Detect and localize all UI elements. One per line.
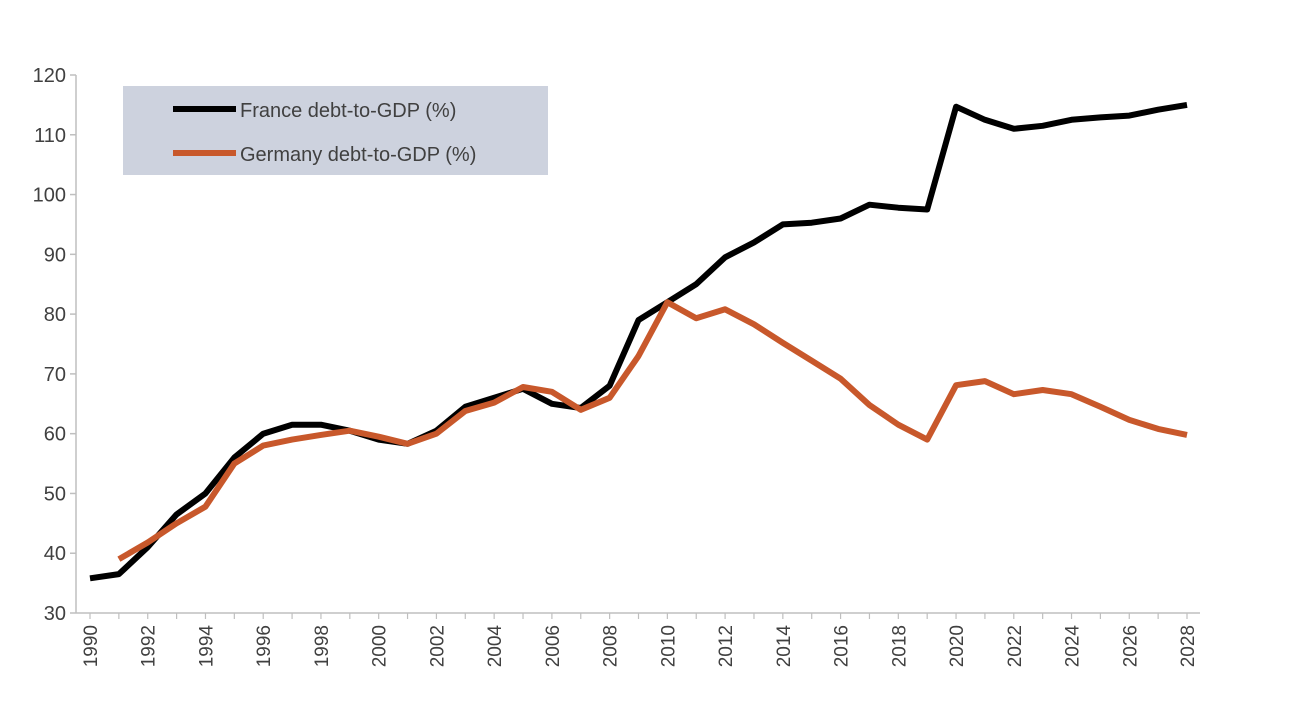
series-line-1 [117,299,1188,562]
legend-background [123,86,548,175]
x-tick-label: 2014 [774,625,795,668]
y-tick-label: 80 [44,304,66,326]
x-tick-label: 2000 [370,625,391,667]
x-tick-label: 2008 [601,625,622,667]
y-tick-label: 110 [34,125,66,147]
x-tick-label: 2020 [947,625,968,667]
series-layer [89,101,1188,582]
x-tick-label: 2026 [1120,625,1141,667]
x-tick-label: 2028 [1178,625,1199,667]
y-tick-label: 100 [33,185,66,207]
x-tick-label: 2010 [658,625,679,667]
y-tick-label: 90 [44,244,66,266]
axes: 30 40 50 60 70 80 90 100 110 120 1990 1992 1994 1996 1… [33,65,1200,667]
x-tick-label: 2016 [832,625,853,667]
x-tick-label: 1992 [139,625,160,667]
x-tick-label: 1990 [81,625,102,667]
legend-label-france: France debt-to-GDP (%) [240,100,456,122]
x-tick-label: 1998 [312,625,333,667]
x-tick-label: 2022 [1005,625,1026,667]
legend: France debt-to-GDP (%) Germany debt-to-G… [123,86,548,175]
x-tick-label: 2024 [1063,625,1084,668]
x-tick-label: 1994 [196,625,217,668]
x-tick-label: 2018 [889,625,910,667]
y-tick-label: 40 [44,543,66,565]
x-tick-label: 1996 [254,625,275,667]
y-tick-label: 120 [33,65,66,87]
x-tick-label: 2006 [543,625,564,667]
x-tick-label: 2012 [716,625,737,667]
y-tick-label: 60 [44,424,66,446]
y-tick-label: 70 [44,364,66,386]
legend-label-germany: Germany debt-to-GDP (%) [240,144,476,166]
x-tick-label: 2004 [485,625,506,668]
y-tick-label: 50 [44,483,66,505]
x-tick-label: 2002 [427,625,448,667]
y-tick-label: 30 [44,603,66,625]
series-line-0 [89,101,1188,582]
